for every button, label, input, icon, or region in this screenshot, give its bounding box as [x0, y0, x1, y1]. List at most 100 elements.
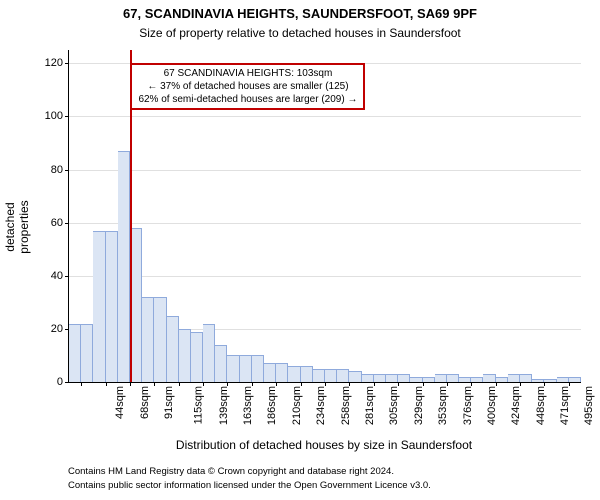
y-tick-label: 60: [51, 217, 69, 229]
histogram-bar: [69, 324, 81, 382]
histogram-bar: [410, 377, 422, 382]
x-tick-mark: [496, 382, 497, 386]
x-tick-label: 471sqm: [559, 386, 571, 425]
histogram-bar: [423, 377, 435, 382]
x-tick-mark: [252, 382, 253, 386]
histogram-bar: [325, 369, 337, 382]
histogram-bar: [313, 369, 325, 382]
histogram-bar: [106, 231, 118, 382]
x-tick-mark: [349, 382, 350, 386]
x-tick-label: 305sqm: [389, 386, 401, 425]
histogram-bar: [447, 374, 459, 382]
histogram-bar: [374, 374, 386, 382]
histogram-bar: [362, 374, 374, 382]
x-tick-mark: [130, 382, 131, 386]
y-tick-label: 40: [51, 270, 69, 282]
annotation-box: 67 SCANDINAVIA HEIGHTS: 103sqm← 37% of d…: [130, 63, 365, 110]
x-tick-mark: [154, 382, 155, 386]
histogram-bar: [544, 379, 556, 382]
histogram-bar: [142, 297, 154, 382]
x-tick-mark: [374, 382, 375, 386]
histogram-bar: [203, 324, 215, 382]
x-tick-mark: [227, 382, 228, 386]
histogram-bar: [118, 151, 130, 382]
histogram-bar: [349, 371, 361, 382]
x-tick-label: 210sqm: [291, 386, 303, 425]
x-tick-label: 44sqm: [114, 386, 126, 419]
x-tick-label: 186sqm: [267, 386, 279, 425]
x-tick-mark: [81, 382, 82, 386]
histogram-bar: [337, 369, 349, 382]
x-tick-label: 115sqm: [193, 386, 205, 424]
chart-subtitle: Size of property relative to detached ho…: [0, 26, 600, 40]
histogram-bar: [252, 355, 264, 382]
histogram-bar: [81, 324, 93, 382]
x-tick-label: 258sqm: [340, 386, 352, 425]
x-tick-label: 495sqm: [584, 386, 596, 425]
histogram-bar: [520, 374, 532, 382]
x-tick-mark: [398, 382, 399, 386]
x-tick-mark: [520, 382, 521, 386]
annotation-line: 67 SCANDINAVIA HEIGHTS: 103sqm: [138, 67, 357, 80]
histogram-bar: [435, 374, 447, 382]
y-tick-label: 20: [51, 323, 69, 335]
annotation-line: ← 37% of detached houses are smaller (12…: [138, 80, 357, 93]
histogram-bar: [227, 355, 239, 382]
x-tick-mark: [179, 382, 180, 386]
x-tick-label: 91sqm: [163, 386, 175, 419]
x-tick-label: 234sqm: [315, 386, 327, 425]
gridline: [69, 276, 581, 277]
y-tick-label: 100: [45, 110, 69, 122]
x-tick-label: 424sqm: [510, 386, 522, 425]
x-tick-mark: [325, 382, 326, 386]
y-tick-label: 80: [51, 164, 69, 176]
x-tick-mark: [301, 382, 302, 386]
gridline: [69, 170, 581, 171]
histogram-bar: [288, 366, 300, 382]
x-tick-mark: [276, 382, 277, 386]
histogram-bar: [240, 355, 252, 382]
histogram-bar: [471, 377, 483, 382]
histogram-bar: [398, 374, 410, 382]
plot-area: 02040608010012044sqm68sqm91sqm115sqm139s…: [68, 50, 581, 383]
x-tick-label: 329sqm: [413, 386, 425, 425]
histogram-bar: [557, 377, 569, 382]
x-tick-mark: [423, 382, 424, 386]
footer-line-1: Contains HM Land Registry data © Crown c…: [68, 466, 394, 477]
histogram-bar: [386, 374, 398, 382]
x-tick-mark: [447, 382, 448, 386]
x-tick-mark: [544, 382, 545, 386]
histogram-bar: [191, 332, 203, 382]
chart-title: 67, SCANDINAVIA HEIGHTS, SAUNDERSFOOT, S…: [0, 6, 600, 21]
histogram-bar: [93, 231, 105, 382]
x-tick-label: 353sqm: [437, 386, 449, 425]
gridline: [69, 116, 581, 117]
histogram-bar: [532, 379, 544, 382]
histogram-bar: [215, 345, 227, 382]
x-tick-label: 448sqm: [535, 386, 547, 425]
histogram-bar: [276, 363, 288, 382]
histogram-bar: [167, 316, 179, 382]
x-axis-label: Distribution of detached houses by size …: [68, 438, 580, 452]
x-tick-label: 400sqm: [486, 386, 498, 425]
histogram-bar: [459, 377, 471, 382]
x-tick-label: 139sqm: [218, 386, 230, 425]
y-axis-label: Number of detached properties: [0, 197, 31, 257]
x-tick-mark: [471, 382, 472, 386]
annotation-line: 62% of semi-detached houses are larger (…: [138, 93, 357, 106]
gridline: [69, 223, 581, 224]
x-tick-label: 281sqm: [364, 386, 376, 425]
footer-line-2: Contains public sector information licen…: [68, 480, 431, 491]
x-tick-label: 68sqm: [139, 386, 151, 419]
x-tick-label: 376sqm: [462, 386, 474, 425]
x-tick-mark: [203, 382, 204, 386]
y-tick-label: 120: [45, 57, 69, 69]
histogram-bar: [301, 366, 313, 382]
histogram-bar: [496, 377, 508, 382]
y-tick-label: 0: [57, 376, 69, 388]
histogram-bar: [264, 363, 276, 382]
histogram-bar: [569, 377, 581, 382]
x-tick-label: 163sqm: [242, 386, 254, 425]
histogram-bar: [483, 374, 495, 382]
histogram-bar: [154, 297, 166, 382]
